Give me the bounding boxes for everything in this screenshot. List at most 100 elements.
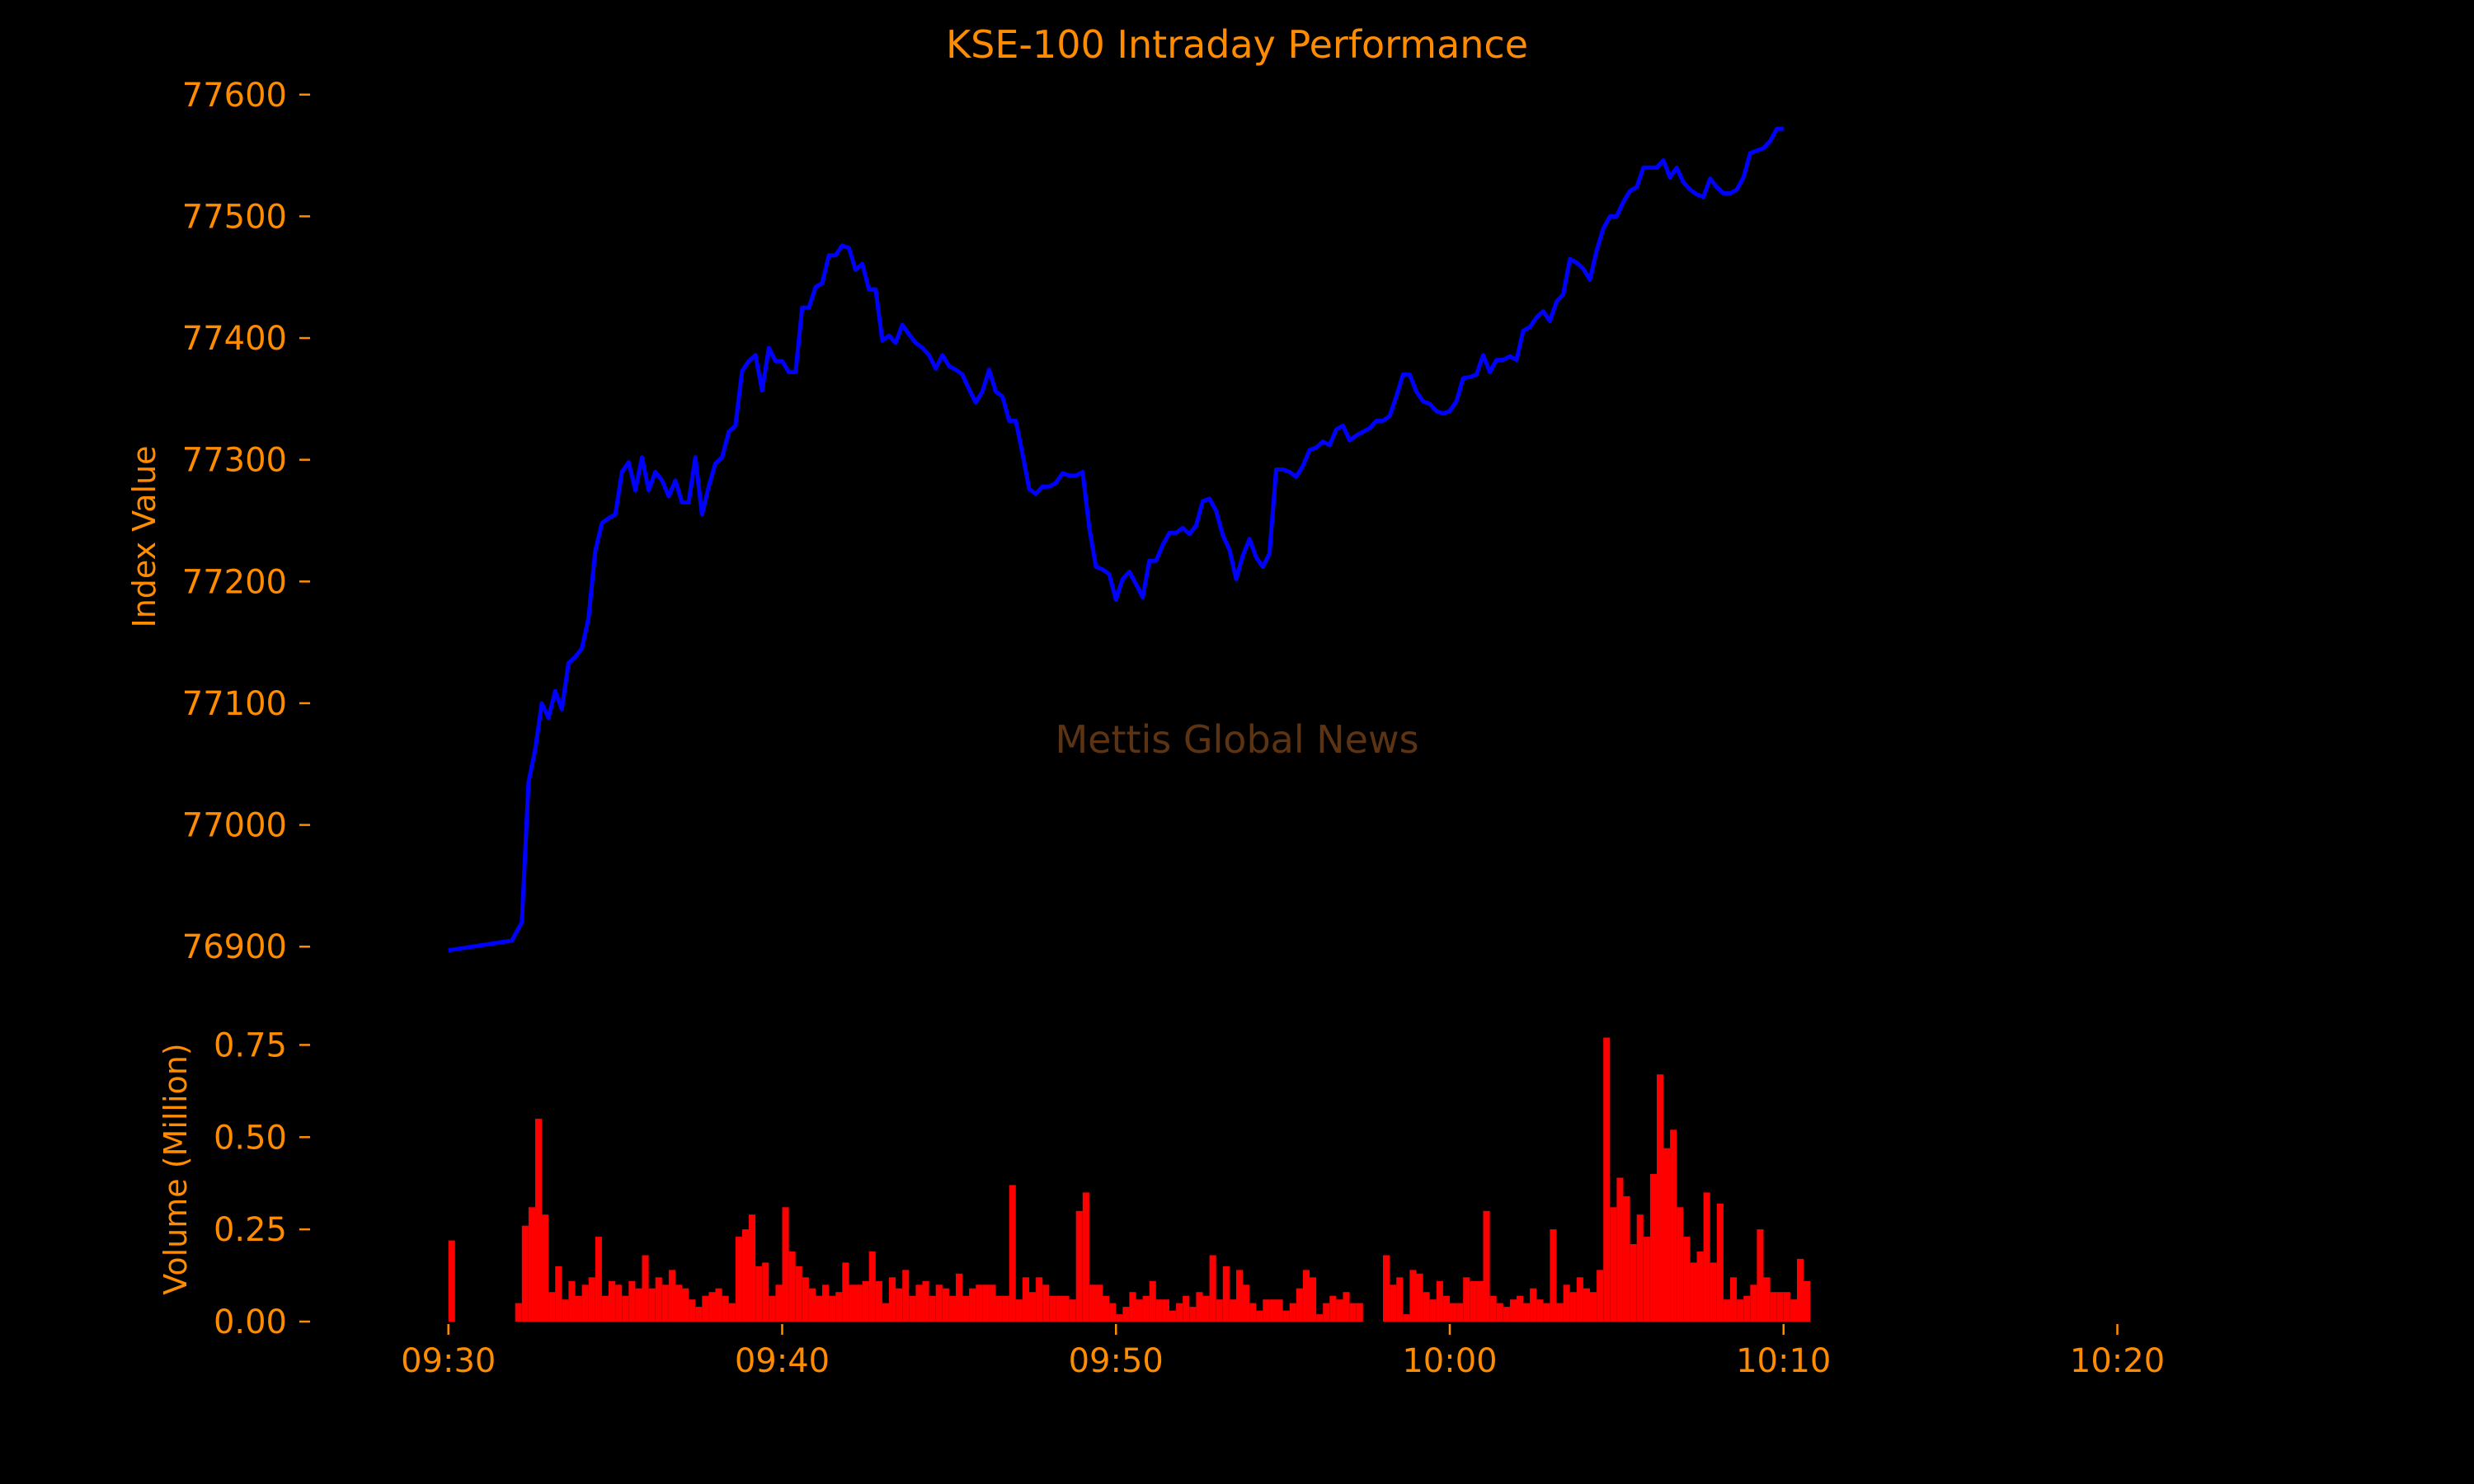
volume-bar bbox=[648, 1288, 656, 1322]
volume-bar bbox=[1737, 1299, 1744, 1322]
volume-bar bbox=[515, 1303, 522, 1322]
volume-bar bbox=[808, 1288, 816, 1322]
volume-bar bbox=[601, 1295, 609, 1322]
volume-bar bbox=[1543, 1303, 1550, 1322]
volume-bar bbox=[682, 1288, 689, 1322]
volume-bar bbox=[1243, 1284, 1250, 1322]
time-x-ticks: 09:30 09:40 09:50 10:00 10:10 10:20 bbox=[401, 1324, 2165, 1380]
volume-bar bbox=[1089, 1284, 1096, 1322]
volume-bar bbox=[708, 1292, 716, 1322]
volume-bar bbox=[902, 1270, 910, 1322]
volume-bar bbox=[1196, 1292, 1203, 1322]
volume-bar bbox=[1603, 1037, 1611, 1322]
volume-bar bbox=[788, 1252, 796, 1322]
volume-bar bbox=[1716, 1203, 1724, 1322]
volume-bar bbox=[1503, 1307, 1510, 1322]
volume-bar bbox=[1523, 1303, 1531, 1322]
volume-bar bbox=[735, 1237, 742, 1322]
volume-bar bbox=[1429, 1299, 1437, 1322]
volume-bar bbox=[668, 1270, 675, 1322]
volume-bar bbox=[1390, 1284, 1397, 1322]
volume-bar bbox=[1610, 1207, 1617, 1322]
volume-y-tick-label: 0.50 bbox=[214, 1119, 287, 1157]
volume-bar bbox=[1202, 1295, 1210, 1322]
volume-bar bbox=[1069, 1299, 1076, 1322]
volume-bar bbox=[1517, 1295, 1524, 1322]
volume-bar bbox=[548, 1292, 556, 1322]
price-y-tick-label: 77500 bbox=[182, 198, 287, 236]
volume-bar bbox=[628, 1280, 636, 1322]
volume-bar bbox=[661, 1284, 669, 1322]
volume-bar bbox=[775, 1284, 783, 1322]
volume-bar bbox=[1436, 1280, 1443, 1322]
volume-y-ticks: 0.00 0.25 0.50 0.75 bbox=[214, 1026, 310, 1341]
volume-bar bbox=[1383, 1255, 1390, 1322]
price-y-tick-label: 77100 bbox=[182, 685, 287, 723]
volume-bar bbox=[862, 1280, 869, 1322]
volume-bar bbox=[1209, 1255, 1216, 1322]
volume-bar bbox=[1036, 1277, 1043, 1322]
price-y-tick-label: 77200 bbox=[182, 563, 287, 601]
volume-bar bbox=[1082, 1192, 1089, 1322]
volume-bar bbox=[1597, 1270, 1604, 1322]
volume-y-axis-label: Volume (Million) bbox=[158, 1043, 194, 1294]
volume-bar bbox=[976, 1284, 983, 1322]
volume-bar bbox=[1169, 1310, 1177, 1322]
volume-bar bbox=[1683, 1237, 1691, 1322]
volume-bar bbox=[829, 1295, 836, 1322]
volume-bar bbox=[1256, 1310, 1263, 1322]
volume-bar bbox=[1463, 1277, 1470, 1322]
volume-bar bbox=[802, 1277, 809, 1322]
volume-bar bbox=[1623, 1195, 1630, 1322]
volume-bar bbox=[1569, 1292, 1577, 1322]
volume-bar bbox=[1804, 1280, 1811, 1322]
volume-y-tick-label: 0.25 bbox=[214, 1211, 287, 1249]
volume-bar bbox=[1663, 1148, 1671, 1322]
volume-bar bbox=[528, 1207, 535, 1322]
volume-bar bbox=[1129, 1292, 1136, 1322]
volume-bar bbox=[1236, 1270, 1244, 1322]
volume-bar bbox=[1269, 1299, 1277, 1322]
volume-bar bbox=[1730, 1277, 1738, 1322]
volume-bar bbox=[1222, 1266, 1230, 1322]
volume-bar bbox=[1710, 1262, 1717, 1322]
volume-bar bbox=[1450, 1303, 1457, 1322]
volume-bar bbox=[1536, 1299, 1544, 1322]
volume-bar bbox=[1249, 1303, 1257, 1322]
time-x-tick-label: 09:50 bbox=[1069, 1342, 1164, 1380]
volume-bar bbox=[1677, 1207, 1684, 1322]
volume-bar bbox=[1776, 1292, 1784, 1322]
volume-bar bbox=[1002, 1295, 1009, 1322]
volume-plot-area bbox=[448, 1037, 1811, 1322]
volume-bar bbox=[1289, 1303, 1296, 1322]
volume-bar bbox=[956, 1273, 963, 1322]
volume-bar bbox=[728, 1303, 736, 1322]
volume-bar bbox=[1657, 1074, 1664, 1322]
volume-bar bbox=[922, 1280, 929, 1322]
volume-bar bbox=[575, 1295, 582, 1322]
volume-bar bbox=[1496, 1303, 1503, 1322]
volume-bar bbox=[1550, 1229, 1557, 1322]
price-y-tick-label: 77400 bbox=[182, 320, 287, 358]
volume-bar bbox=[1509, 1299, 1517, 1322]
volume-bar bbox=[568, 1280, 576, 1322]
volume-bar bbox=[822, 1284, 830, 1322]
volume-bar bbox=[1109, 1303, 1117, 1322]
volume-bar bbox=[1396, 1277, 1404, 1322]
price-y-ticks: 76900 77000 77100 77200 77300 77400 77500 77600 bbox=[182, 77, 310, 966]
volume-bar bbox=[1296, 1288, 1303, 1322]
price-y-tick-label: 77600 bbox=[182, 77, 287, 115]
time-x-tick-label: 09:40 bbox=[735, 1342, 830, 1380]
chart-title: KSE-100 Intraday Performance bbox=[946, 22, 1528, 67]
volume-bar bbox=[1763, 1277, 1771, 1322]
volume-bar bbox=[1162, 1299, 1169, 1322]
volume-bar bbox=[1056, 1295, 1063, 1322]
volume-bar bbox=[1770, 1292, 1777, 1322]
price-plot-area bbox=[448, 126, 1784, 953]
volume-bar bbox=[655, 1277, 662, 1322]
volume-bar bbox=[1276, 1299, 1283, 1322]
volume-bar bbox=[595, 1237, 602, 1322]
volume-bar bbox=[942, 1288, 949, 1322]
volume-bar bbox=[1696, 1252, 1704, 1322]
volume-bar bbox=[1483, 1210, 1490, 1322]
